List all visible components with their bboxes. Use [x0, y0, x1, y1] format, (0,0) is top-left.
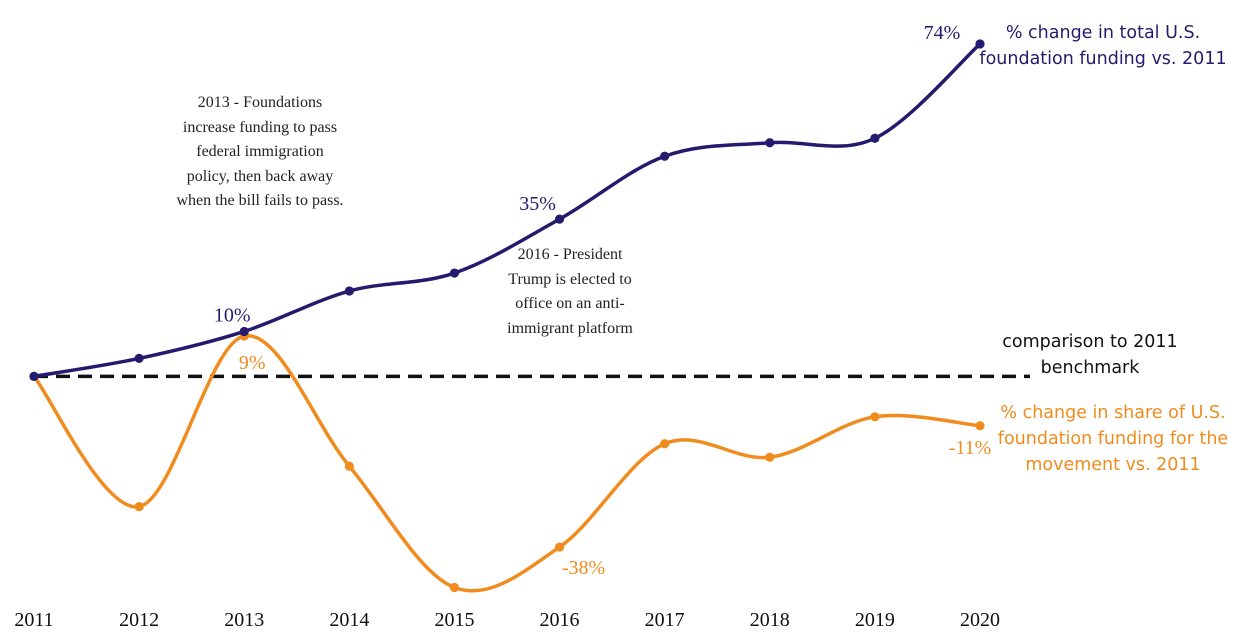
annotation-2016: 2016 - President Trump is elected to off…: [507, 246, 633, 337]
data-label: 10%: [214, 304, 251, 326]
data-point: [449, 582, 460, 593]
data-point: [344, 286, 354, 296]
data-point: [239, 326, 249, 337]
data-label: 74%: [924, 22, 961, 44]
data-point: [660, 439, 670, 449]
series-label-total-funding: % change in total U.S. foundation fundin…: [979, 23, 1227, 69]
data-point: [765, 452, 775, 462]
x-tick-label: 2019: [855, 609, 895, 631]
x-tick-label: 2015: [434, 609, 474, 631]
x-tick-label: 2016: [540, 609, 580, 631]
data-point: [870, 412, 880, 422]
data-point: [134, 502, 144, 512]
data-point: [554, 214, 565, 224]
series-line-1: [32, 42, 982, 379]
data-label: 35%: [519, 193, 556, 215]
data-point: [449, 268, 460, 278]
x-tick-label: 2013: [224, 609, 264, 631]
data-point: [344, 461, 354, 471]
x-tick-label: 2018: [750, 609, 790, 631]
series-layer: [29, 39, 985, 593]
data-label: -11%: [949, 437, 992, 459]
baseline-label: comparison to 2011 benchmark: [1002, 332, 1178, 378]
data-point: [554, 542, 565, 552]
data-point: [975, 39, 985, 49]
data-point: [134, 353, 144, 363]
data-point: [765, 138, 775, 148]
data-point: [29, 371, 39, 381]
data-label: 9%: [239, 352, 266, 374]
annotation-2013: 2013 - Foundations increase funding to p…: [176, 94, 344, 209]
series-line-2: [32, 334, 982, 593]
x-tick-label: 2014: [329, 609, 369, 631]
data-point: [975, 421, 985, 431]
data-point: [870, 133, 880, 143]
x-axis: 2011 2012 2013 2014 2015 2016 2017 2018 2019 2020: [14, 609, 1000, 631]
data-label: -38%: [562, 557, 605, 579]
data-point: [660, 151, 670, 161]
x-tick-label: 2012: [119, 609, 159, 631]
series-label-movement-share: % change in share of U.S. foundation fun…: [997, 403, 1229, 475]
x-tick-label: 2017: [645, 609, 685, 631]
point-label-layer: 9% -38% -11% 10% 35% 74%: [214, 22, 991, 579]
x-tick-label: 2020: [960, 609, 1000, 631]
x-tick-label: 2011: [14, 609, 53, 631]
